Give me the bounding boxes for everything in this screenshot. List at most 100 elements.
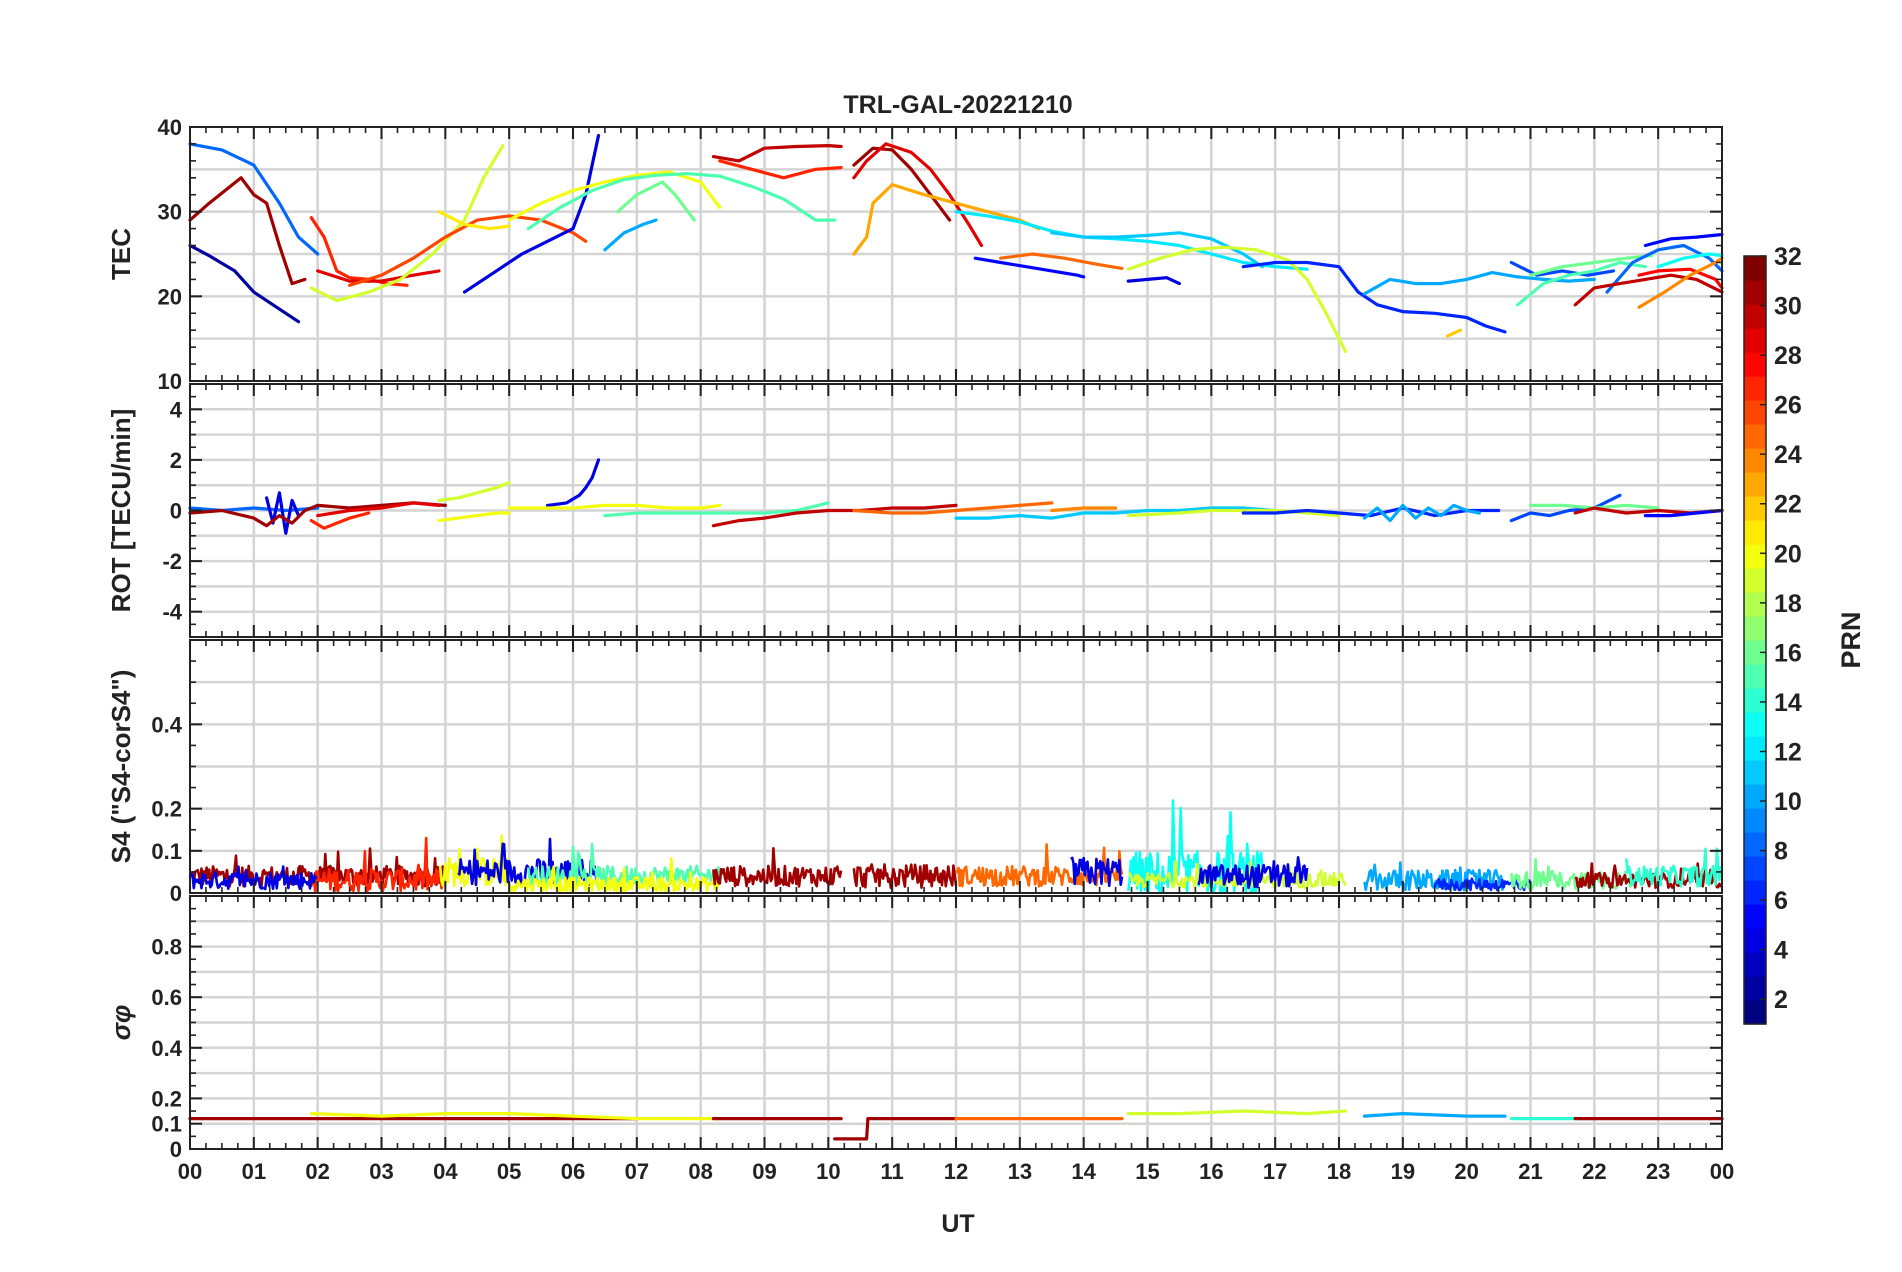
x-tick-label: 00 bbox=[1710, 1159, 1734, 1184]
y-tick-label: 10 bbox=[158, 369, 182, 394]
x-tick-label: 23 bbox=[1646, 1159, 1670, 1184]
x-tick-label: 18 bbox=[1327, 1159, 1351, 1184]
x-tick-label: 11 bbox=[881, 1159, 904, 1184]
x-tick-label: 07 bbox=[625, 1159, 649, 1184]
y-tick-label: 0.6 bbox=[151, 985, 182, 1010]
colorbar-tick-label: 10 bbox=[1774, 788, 1802, 816]
series-rot-prn4 bbox=[545, 458, 601, 507]
y-axis-label-sigma_phi: σφ bbox=[106, 1005, 136, 1041]
series-tec-prn8 bbox=[188, 142, 320, 256]
colorbar-segment bbox=[1744, 592, 1766, 617]
colorbar-segment bbox=[1744, 664, 1766, 689]
y-tick-label: 20 bbox=[158, 284, 182, 309]
y-tick-label: 0.4 bbox=[151, 1036, 182, 1061]
series-tec-prn13 bbox=[1656, 252, 1724, 269]
y-tick-label: 0 bbox=[170, 499, 182, 524]
y-tick-label: -2 bbox=[162, 549, 182, 574]
series-rot-prn27 bbox=[309, 511, 371, 530]
x-tick-label: 09 bbox=[752, 1159, 776, 1184]
chart-title: TRL-GAL-20221210 bbox=[843, 91, 1072, 119]
x-tick-label: 03 bbox=[369, 1159, 393, 1184]
series-rot-prn19 bbox=[1126, 508, 1341, 518]
colorbar-segment bbox=[1744, 808, 1766, 833]
series-tec-prn30 bbox=[1573, 273, 1724, 307]
series-rot-prn7 bbox=[1509, 493, 1622, 523]
y-tick-label: 30 bbox=[158, 200, 182, 225]
y-tick-label: 2 bbox=[170, 448, 182, 473]
colorbar-tick-label: 20 bbox=[1774, 540, 1802, 568]
colorbar-label: PRN bbox=[1836, 611, 1866, 668]
y-tick-label: 0.4 bbox=[151, 712, 182, 737]
series-tec-prn5 bbox=[973, 256, 1086, 279]
colorbar-segment bbox=[1744, 952, 1766, 977]
y-tick-label: -4 bbox=[162, 600, 182, 625]
series-tec-prn19 bbox=[1126, 245, 1348, 353]
x-tick-label: 00 bbox=[178, 1159, 202, 1184]
series-tec-prn4 bbox=[1126, 276, 1182, 286]
series-rot-prn29 bbox=[316, 501, 441, 518]
band-s4-prn31 bbox=[852, 863, 958, 890]
colorbar-segment bbox=[1744, 424, 1766, 449]
x-tick-label: 16 bbox=[1199, 1159, 1223, 1184]
series-rot-prn4 bbox=[265, 491, 301, 535]
colorbar-tick-label: 16 bbox=[1774, 639, 1802, 667]
series-sigma_phi-prn20 bbox=[309, 1111, 722, 1121]
series-tec-prn6 bbox=[1241, 260, 1507, 334]
x-axis-label: UT bbox=[941, 1210, 974, 1238]
band-s4-prn14 bbox=[1625, 847, 1724, 888]
x-tick-label: 12 bbox=[944, 1159, 968, 1184]
y-tick-label: 0.1 bbox=[151, 1112, 182, 1137]
y-tick-label: 0 bbox=[170, 1137, 182, 1162]
colorbar-segment bbox=[1744, 616, 1766, 641]
x-tick-label: 05 bbox=[497, 1159, 521, 1184]
series-tec-prn31 bbox=[188, 176, 307, 286]
colorbar-segment bbox=[1744, 256, 1766, 281]
y-tick-label: 0.2 bbox=[151, 1086, 182, 1111]
series-tec-prn26 bbox=[348, 214, 588, 287]
panel-sigma_phi: 00.10.2 0.4 0.6 0.8 σφ bbox=[106, 895, 1724, 1162]
colorbar-tick-label: 26 bbox=[1774, 392, 1802, 420]
colorbar-tick-label: 8 bbox=[1774, 838, 1788, 866]
colorbar-segment bbox=[1744, 280, 1766, 305]
y-tick-label: 40 bbox=[158, 115, 182, 140]
colorbar-segment bbox=[1744, 688, 1766, 713]
series-tec-prn22 bbox=[1445, 328, 1462, 338]
colorbar-tick-label: 28 bbox=[1774, 342, 1802, 370]
colorbar-tick-label: 32 bbox=[1774, 243, 1802, 271]
series-rot-prn10 bbox=[1362, 503, 1482, 523]
colorbar-segment bbox=[1744, 784, 1766, 809]
x-tick-label: 10 bbox=[816, 1159, 840, 1184]
colorbar-segment bbox=[1744, 904, 1766, 929]
series-tec-prn15 bbox=[526, 172, 837, 231]
series-tec-prn28 bbox=[1637, 267, 1724, 290]
colorbar-segment bbox=[1744, 544, 1766, 569]
colorbar-segment bbox=[1744, 568, 1766, 593]
series-tec-prn12 bbox=[954, 210, 1309, 271]
colorbar-segment bbox=[1744, 400, 1766, 425]
series-tec-prn23 bbox=[852, 183, 1041, 256]
band-s4-prn4 bbox=[1070, 856, 1124, 888]
panel-rot: -4 -2 0 2 4 ROT [TECU/min] bbox=[106, 383, 1724, 638]
colorbar-segment bbox=[1744, 448, 1766, 473]
series-tec-prn27 bbox=[718, 159, 843, 180]
series-tec-prn2 bbox=[188, 243, 301, 324]
series-tec-prn29 bbox=[852, 142, 984, 248]
series-rot-prn6 bbox=[1241, 506, 1501, 518]
series-sigma_phi-prn19 bbox=[1126, 1109, 1348, 1116]
band-s4-prn4 bbox=[1197, 855, 1309, 890]
series-rot-prn19 bbox=[437, 481, 511, 502]
y-tick-label: 0.8 bbox=[151, 935, 182, 960]
colorbar-segment bbox=[1744, 1000, 1766, 1025]
x-tick-label: 19 bbox=[1391, 1159, 1415, 1184]
colorbar-segment bbox=[1744, 760, 1766, 785]
colorbar-tick-label: 4 bbox=[1774, 937, 1788, 965]
y-tick-label: 0.1 bbox=[151, 839, 182, 864]
colorbar-tick-label: 14 bbox=[1774, 689, 1802, 717]
colorbar-tick-label: 2 bbox=[1774, 986, 1788, 1014]
series-tec-prn20 bbox=[507, 170, 722, 222]
x-tick-label: 17 bbox=[1263, 1159, 1287, 1184]
x-tick-label: 15 bbox=[1135, 1159, 1159, 1184]
series-tec-prn5 bbox=[1643, 232, 1724, 248]
series-tec-prn21 bbox=[437, 210, 511, 231]
